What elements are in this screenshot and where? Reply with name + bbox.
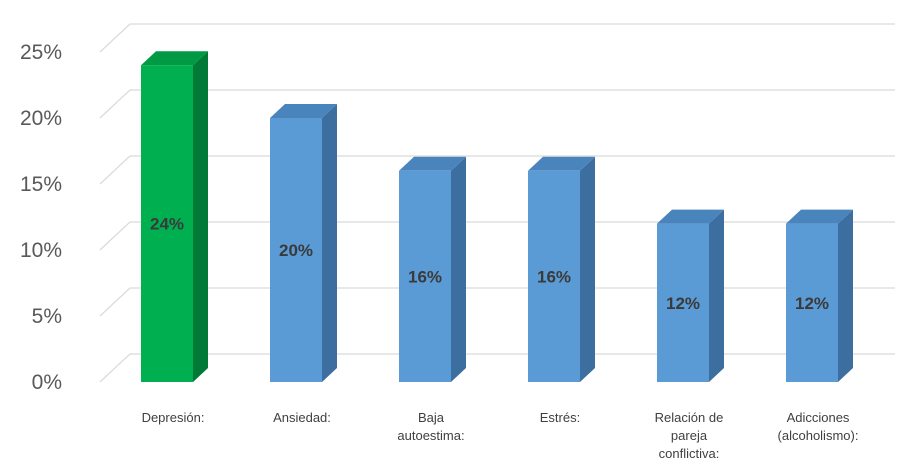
category-label: Adicciones (alcoholismo): [778, 410, 859, 443]
bar-front [270, 118, 322, 382]
bar [786, 209, 853, 382]
y-tick-label: 5% [32, 305, 62, 328]
category-label: Estrés: [540, 410, 580, 425]
gridline-depth [99, 155, 131, 185]
gridline-depth [99, 353, 131, 383]
bar [399, 156, 466, 382]
bar-front [657, 223, 709, 382]
bar-top [399, 156, 466, 171]
y-tick-label: 15% [20, 173, 62, 196]
bar-side [322, 104, 337, 382]
bar-side [580, 156, 595, 382]
gridlines [99, 23, 895, 383]
data-label: 20% [279, 241, 313, 260]
gridline-depth [99, 221, 131, 251]
bar-side [193, 51, 208, 382]
gridline-depth [99, 23, 131, 53]
bar-front [786, 223, 838, 382]
bar-top [657, 209, 724, 224]
bar [270, 104, 337, 382]
x-axis-categories: Depresión: Ansiedad: Baja autoestima: Estrés… [142, 410, 859, 461]
bar-top [528, 156, 595, 171]
data-label: 16% [408, 267, 442, 286]
bar-top [270, 104, 337, 118]
data-labels: 24% 20% 16% 16% 12% 12% [150, 215, 829, 313]
y-axis-ticks: 0% 5% 10% 15% 20% 25% [20, 41, 62, 394]
data-label: 12% [795, 294, 829, 313]
bar-top [786, 209, 853, 224]
data-label: 16% [537, 267, 571, 286]
bar-top [141, 51, 208, 66]
bar-side [451, 156, 466, 382]
bar-front [141, 65, 193, 382]
bar [657, 209, 724, 382]
category-label: Baja autoestima: [397, 410, 464, 443]
y-tick-label: 0% [32, 371, 62, 394]
data-label: 24% [150, 215, 184, 234]
gridline-depth [99, 89, 131, 119]
category-label: Relación de pareja conflictiva: [655, 410, 724, 461]
bar-side [709, 209, 724, 382]
bar-front [528, 170, 580, 382]
y-tick-label: 25% [20, 41, 62, 64]
category-label: Depresión: [142, 410, 205, 425]
bars [141, 51, 853, 382]
data-label: 12% [666, 294, 700, 313]
y-tick-label: 10% [20, 239, 62, 262]
bar [141, 51, 208, 382]
category-label: Ansiedad: [273, 410, 331, 425]
bar [528, 156, 595, 382]
y-tick-label: 20% [20, 107, 62, 130]
gridline-depth [99, 287, 131, 317]
bar-side [838, 209, 853, 382]
bar-front [399, 170, 451, 382]
